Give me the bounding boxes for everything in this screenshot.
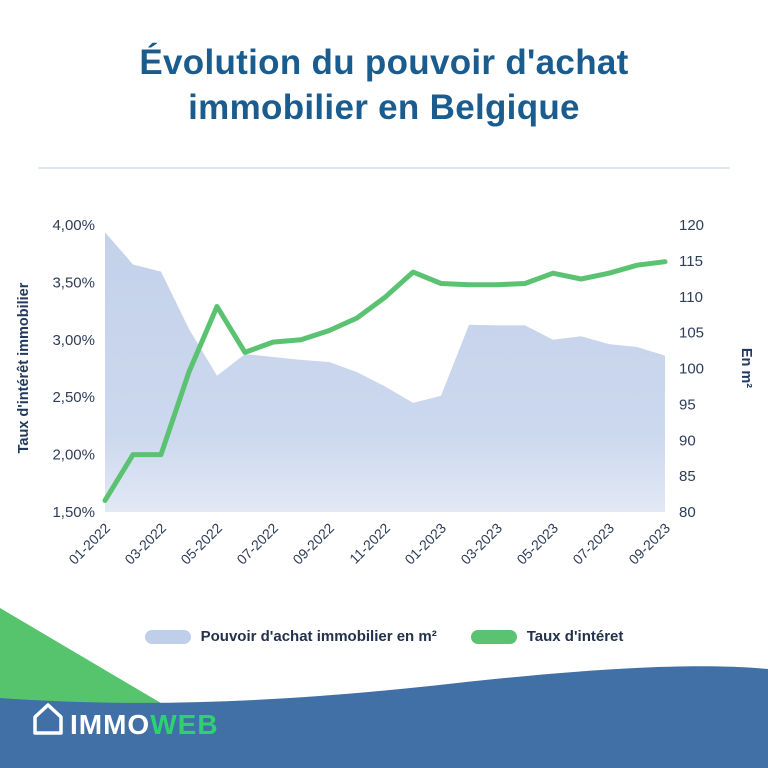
legend-swatch-line xyxy=(470,629,517,644)
title-divider xyxy=(38,167,730,169)
left-axis-tick-label: 2,00% xyxy=(52,447,95,464)
left-axis-tick-label: 3,00% xyxy=(52,332,95,349)
right-axis-tick-label: 110 xyxy=(679,289,703,306)
page-title: Évolution du pouvoir d'achat immobilier … xyxy=(0,40,768,130)
line-series-taux-interet xyxy=(102,259,668,503)
x-axis-tick-label: 05-2022 xyxy=(177,520,225,568)
x-axis-tick-label: 09-2023 xyxy=(625,520,673,568)
left-axis-tick-label: 4,00% xyxy=(52,217,95,234)
page-title-line1: Évolution du pouvoir d'achat xyxy=(139,43,629,82)
left-axis-title: Taux d'intérêt immobilier xyxy=(16,282,32,453)
legend-item-line: Taux d'intéret xyxy=(470,628,624,645)
area-series-pouvoir-achat xyxy=(105,232,665,512)
chart-area: Taux d'intérêt immobilier En m² 4,00% 3,5… xyxy=(0,185,768,630)
legend-item-area: Pouvoir d'achat immobilier en m² xyxy=(144,628,437,645)
x-axis-tick-label: 03-2023 xyxy=(457,520,505,568)
chart-svg: Taux d'intérêt immobilier En m² 4,00% 3,5… xyxy=(16,217,754,568)
right-axis-tick-label: 120 xyxy=(679,217,704,234)
immoweb-logo: IMMOWEB xyxy=(33,703,219,740)
legend-label-line: Taux d'intéret xyxy=(526,628,624,645)
home-icon xyxy=(33,703,63,735)
page-title-line2: immobilier en Belgique xyxy=(188,88,580,127)
blue-wave-shape xyxy=(0,666,768,768)
x-axis-tick-label: 01-2022 xyxy=(65,520,113,568)
right-axis-tick-label: 105 xyxy=(679,325,704,342)
logo-text-immo: IMMO xyxy=(70,709,150,740)
footer-wave: IMMOWEB xyxy=(0,608,768,768)
right-axis-tick-label: 90 xyxy=(679,432,696,449)
green-wedge-shape xyxy=(0,608,166,706)
right-axis-tick-label: 85 xyxy=(679,468,696,485)
x-axis-tick-label: 03-2022 xyxy=(121,520,169,568)
logo-text-web: WEB xyxy=(150,709,218,740)
chart-legend: Pouvoir d'achat immobilier en m² Taux d'… xyxy=(0,628,768,645)
x-axis-tick-label: 07-2023 xyxy=(569,520,617,568)
x-axis-tick-label: 05-2023 xyxy=(513,520,561,568)
right-axis-tick-label: 95 xyxy=(679,396,696,413)
right-axis-tick-label: 115 xyxy=(679,253,703,270)
right-axis-tick-label: 80 xyxy=(679,504,696,521)
left-axis-tick-label: 1,50% xyxy=(52,504,95,521)
x-axis-tick-label: 01-2023 xyxy=(401,520,449,568)
x-axis-tick-label: 09-2022 xyxy=(289,520,337,568)
right-axis-title: En m² xyxy=(738,348,754,388)
left-axis-tick-label: 2,50% xyxy=(52,389,95,406)
x-axis-tick-label: 11-2022 xyxy=(346,520,393,567)
legend-swatch-area xyxy=(144,629,191,644)
logo-text: IMMOWEB xyxy=(70,709,219,740)
legend-label-area: Pouvoir d'achat immobilier en m² xyxy=(200,628,437,645)
x-axis-tick-label: 07-2022 xyxy=(233,520,281,568)
left-axis-tick-label: 3,50% xyxy=(52,274,95,291)
right-axis-tick-label: 100 xyxy=(679,361,704,378)
